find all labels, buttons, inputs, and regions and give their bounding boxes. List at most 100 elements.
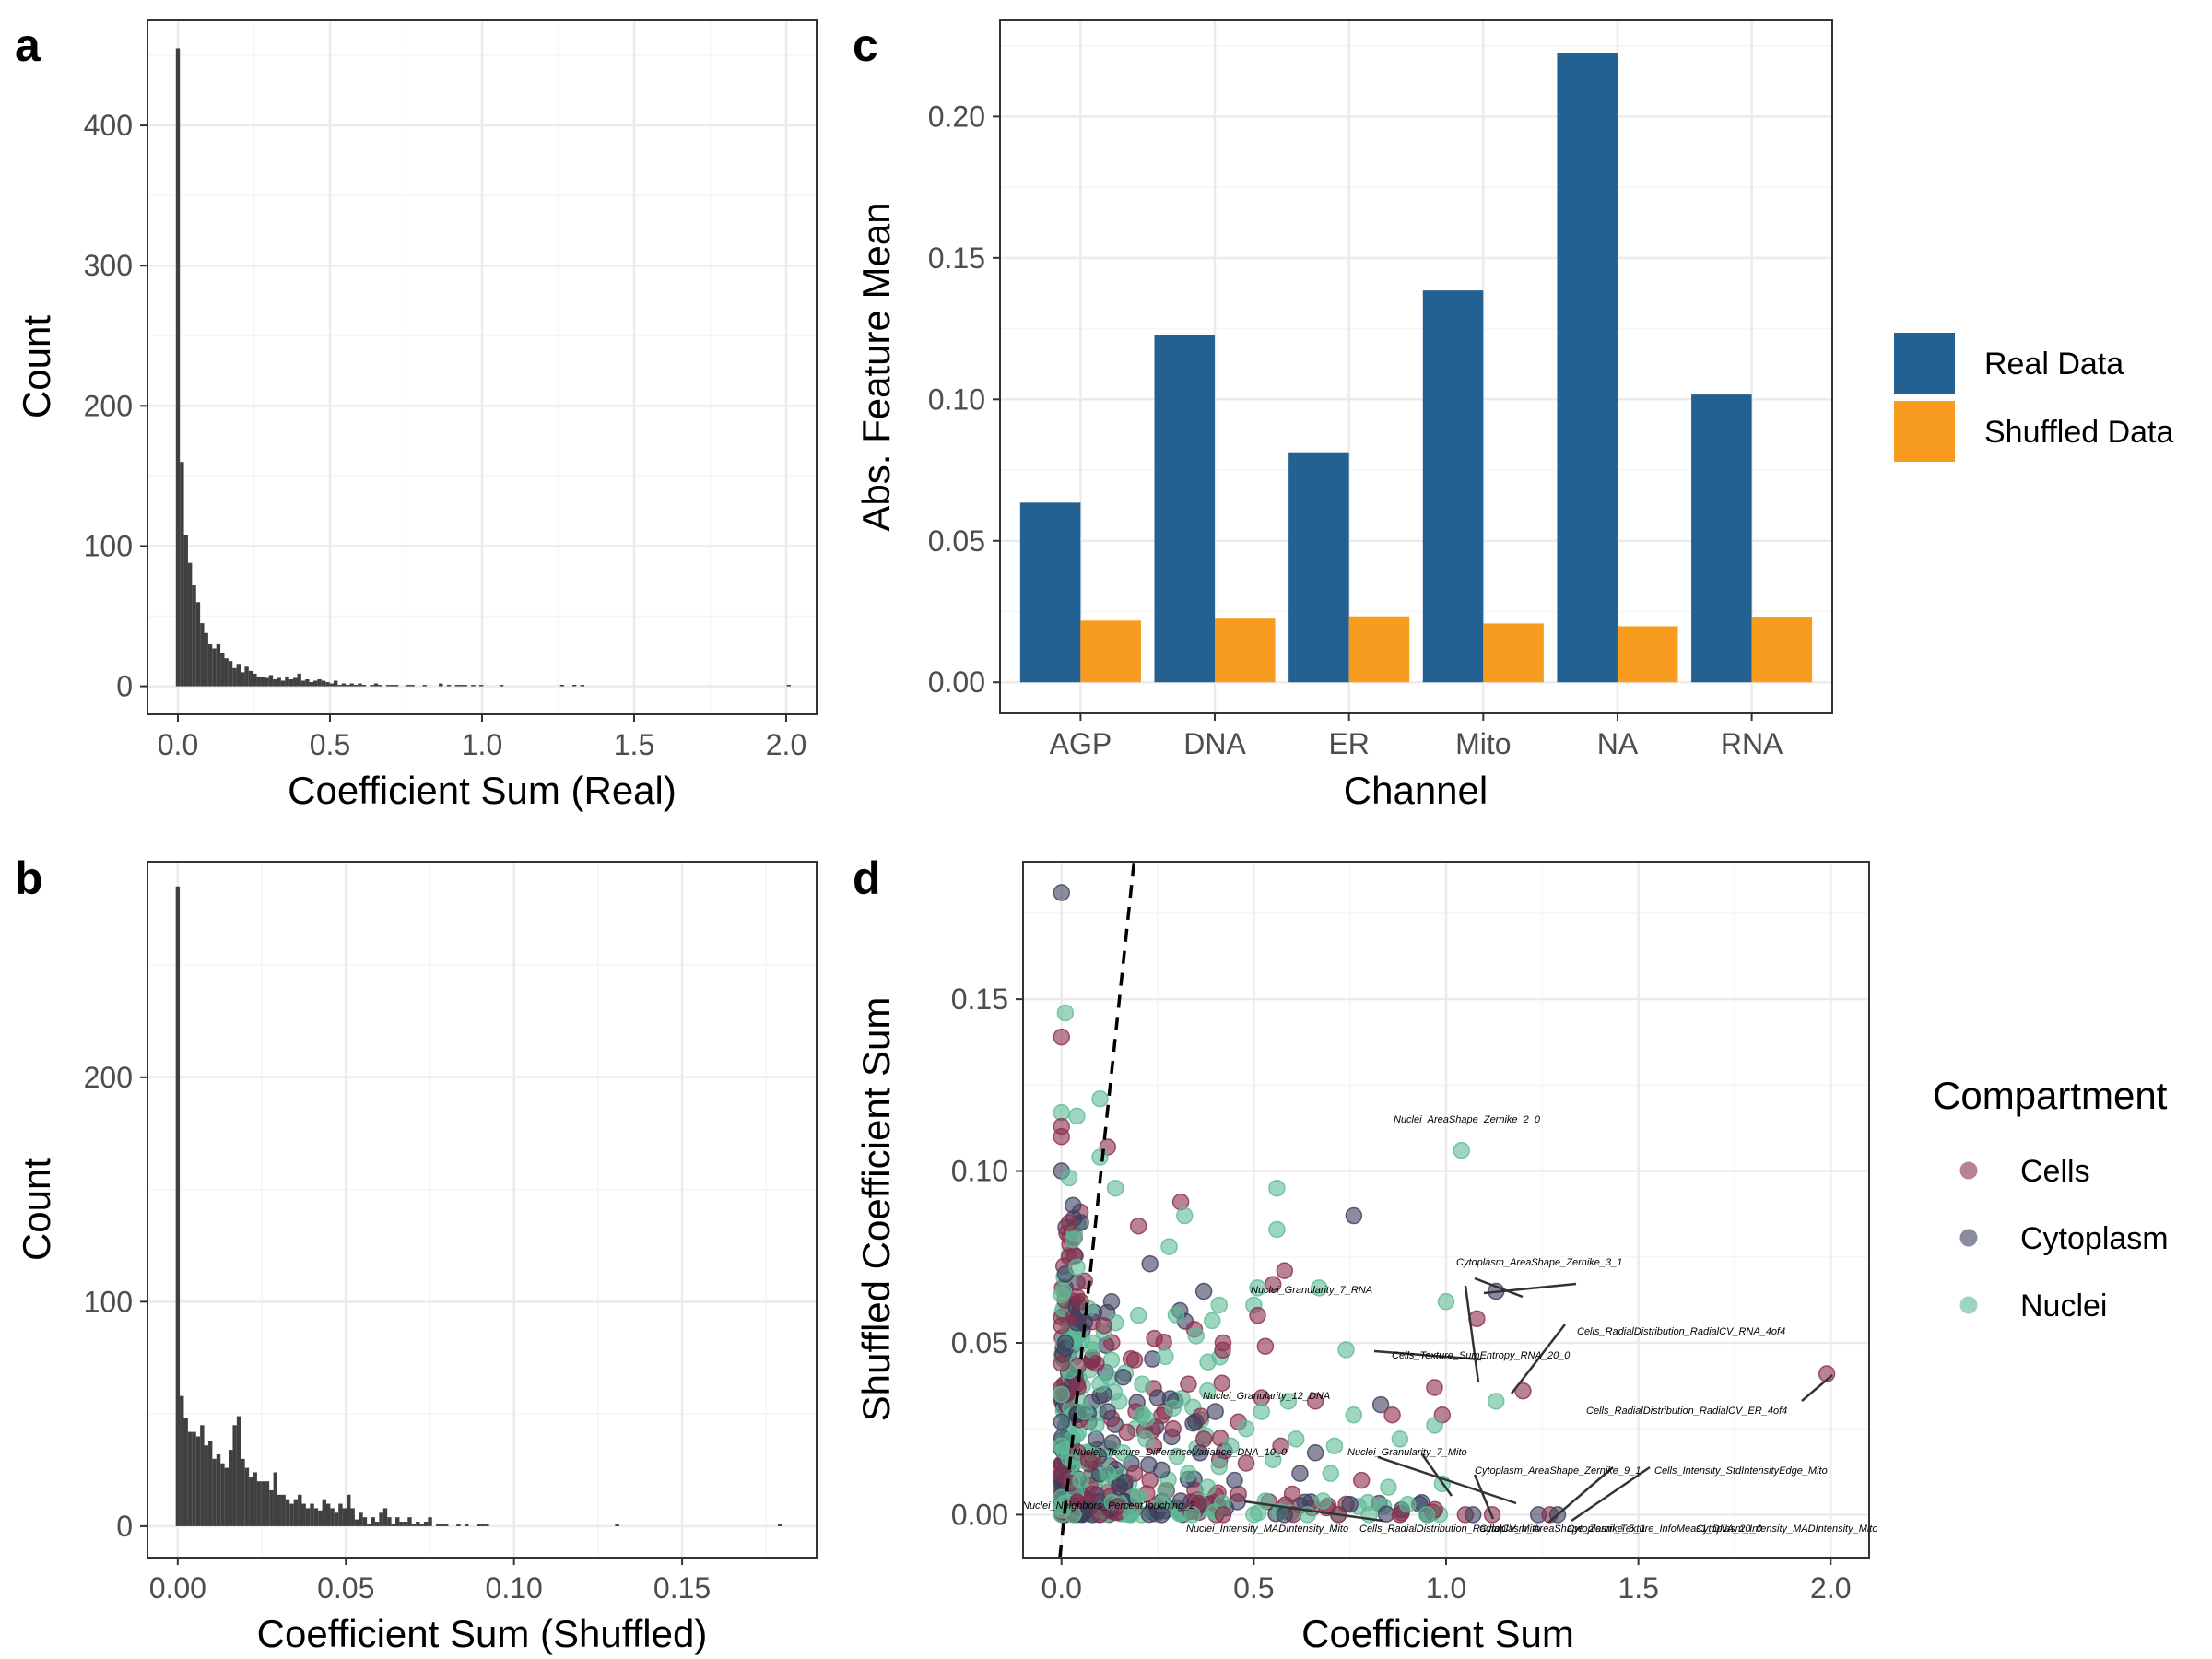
histogram-bar [187,562,193,687]
histogram-bar [391,1524,396,1526]
point-cytoplasm [1291,1465,1309,1482]
point-nuclei [1091,1148,1109,1166]
panel-d-x-ticks: 0.0 0.5 1.0 1.5 2.0 [1041,1558,1852,1605]
annot-nuclei-neighbors-percenttouching: Nuclei_Neighbors_PercentTouching_2 [1022,1500,1194,1512]
annot-nuclei-intensity-madintensity-mito: Nuclei_Intensity_MADIntensity_Mito [1186,1524,1348,1535]
legend-shuffled-swatch [1894,401,1955,462]
point-nuclei [1453,1141,1470,1159]
point-cells [1283,1485,1301,1503]
histogram-bar [280,680,286,687]
point-cytoplasm [1345,1206,1363,1225]
point-nuclei [1176,1206,1194,1225]
b-plot-area [147,862,817,1558]
point-nuclei [1064,1506,1082,1524]
panel-b-grid [147,862,817,1558]
histogram-bar [253,673,257,687]
point-cells [1214,1506,1232,1524]
point-nuclei [1091,1090,1109,1108]
histogram-bar [317,678,322,687]
point-nuclei [1337,1341,1355,1359]
point-cells [1141,1471,1159,1489]
histogram-bar [422,685,427,687]
panel-c-border [999,19,1833,714]
x-tick-label: RNA [1721,727,1783,760]
point-cytoplasm [1306,1444,1324,1462]
point-cytoplasm [1099,1403,1117,1420]
histogram-bar [301,1503,306,1526]
point-cells [1214,1334,1232,1352]
point-nuclei [1102,1351,1121,1369]
point-cells [1180,1375,1197,1393]
point-nuclei [1288,1430,1305,1448]
point-cells [1079,1451,1098,1468]
point-nuclei [1210,1457,1229,1476]
histogram-bar [341,683,347,687]
histogram-bar [232,1425,237,1526]
point-cytoplasm [1152,1506,1171,1524]
histogram-bar [216,1453,221,1526]
histogram-bar [244,666,249,687]
histogram-bar [394,685,399,687]
point-nuclei [1056,1004,1075,1022]
x-tick-label: 0.05 [317,1571,374,1605]
point-nuclei [1268,1179,1286,1197]
histogram-bar [293,1499,299,1526]
point-cells [1194,1430,1213,1448]
annot-leader [1474,1277,1524,1299]
histogram-bar [220,653,225,687]
point-cytoplasm [1103,1434,1122,1452]
annot-leader [1571,1465,1651,1523]
histogram-bar [298,1494,302,1526]
annot-nuclei-granularity-12-dna: Nuclei_Granularity_12_DNA [1203,1391,1330,1402]
point-cells [1109,1498,1126,1515]
x-tick-label: 2.0 [766,728,806,761]
histogram-bar [256,676,261,687]
histogram-bar [249,1477,253,1526]
histogram-bar [459,685,464,687]
y-tick-label: 200 [84,1061,133,1094]
histogram-bar [232,667,237,687]
annot-cytoplasm-areashape-zernike-9-1: Cytoplasm_AreaShape_Zernike_9_1 [1475,1465,1641,1477]
point-nuclei [1164,1399,1182,1418]
histogram-bar [411,1524,417,1526]
histogram-bar [371,1517,375,1526]
histogram-bar [175,886,181,1526]
bar-shuffled-data [1751,617,1813,683]
point-cytoplasm [1111,1478,1128,1496]
histogram-bar [419,1524,424,1526]
point-nuclei [1137,1430,1155,1448]
histogram-bar [580,685,585,687]
y-tick-label: 0.15 [928,241,985,275]
histogram-bar [200,623,205,687]
histogram-bar [293,677,298,687]
panel-c-y-ticks: 0.00 0.05 0.10 0.15 0.20 [928,100,1000,699]
histogram-bar [212,1458,217,1526]
histogram-bar [192,1431,196,1526]
histogram-bar [260,676,265,687]
point-cells [1213,1374,1230,1392]
point-cytoplasm [1171,1492,1190,1510]
histogram-bar [399,1522,404,1526]
point-cells [1352,1471,1371,1489]
histogram-bar [428,1517,432,1526]
histogram-bar [313,1508,319,1526]
point-cytoplasm [1148,1389,1167,1406]
bar-shuffled-data [1483,623,1544,683]
histogram-bar [346,685,350,687]
histogram-bar [463,685,467,687]
panel-c-channel-bar-chart: AGP DNA ER Mito NA RNA 0.00 0.05 0.10 0.15 0.20 C… [854,19,2174,812]
point-nuclei [1210,1296,1229,1314]
annot-cells-radialcv-rna-4of4: Cells_RadialDistribution_RadialCV_RNA_4o… [1577,1326,1785,1337]
point-cells [1125,1465,1144,1482]
annot-leader [1420,1453,1453,1497]
histogram-bar [216,643,221,687]
point-nuclei [1160,1238,1178,1255]
point-nuclei [1106,1179,1124,1197]
point-nuclei [1418,1506,1436,1524]
panel-b-x-axis-title: Coefficient Sum (Shuffled) [257,1612,708,1655]
histogram-bar [342,1508,347,1526]
point-cells [1068,1375,1086,1393]
histogram-bar [367,1524,371,1526]
histogram-bar [361,685,367,687]
